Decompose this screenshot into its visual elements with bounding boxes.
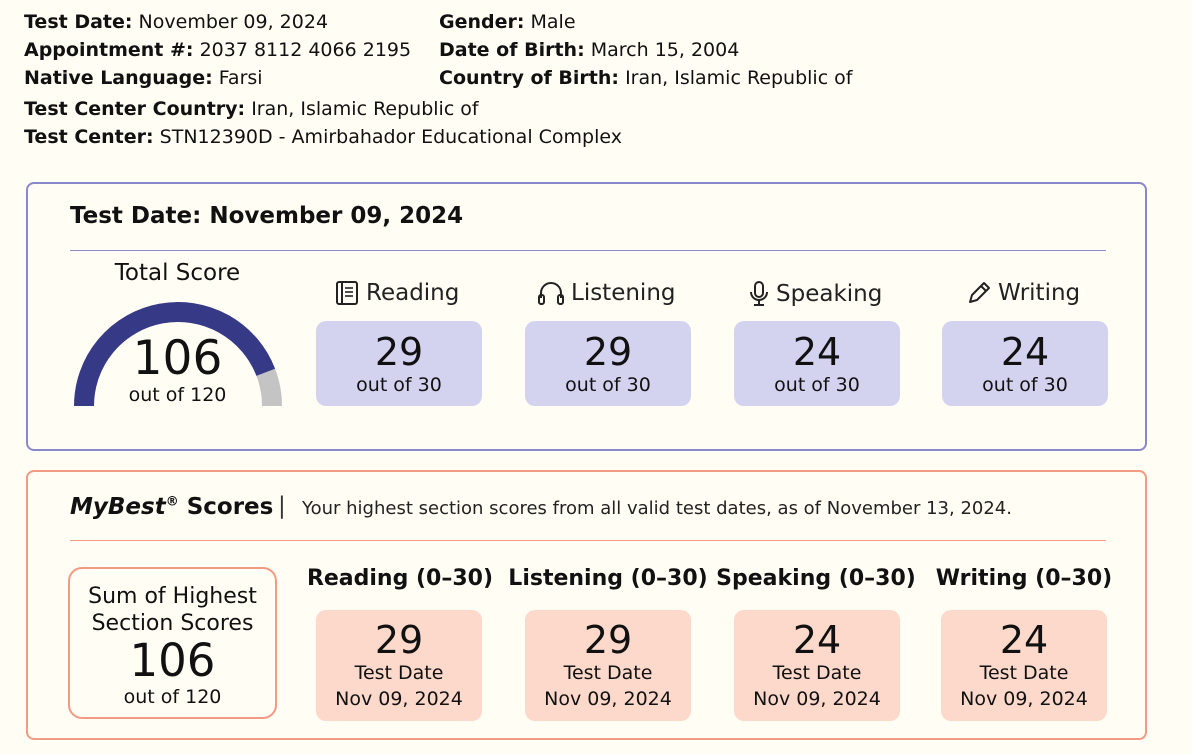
test-center-row: Test Center: STN12390D - Amirbahador Edu… bbox=[24, 123, 622, 151]
mybest-description: Your highest section scores from all val… bbox=[302, 498, 1012, 519]
mybest-listening-label: Listening (0–30) bbox=[508, 566, 708, 591]
sum-highest-label-line2: Section Scores bbox=[91, 611, 254, 636]
mybest-separator: | bbox=[278, 493, 286, 519]
mybest-writing-score: 24 bbox=[999, 618, 1049, 662]
test-center-label: Test Center: bbox=[24, 126, 154, 148]
candidate-info-right: Gender: Male Date of Birth: March 15, 20… bbox=[439, 8, 853, 92]
mybest-speaking-date: Nov 09, 2024 bbox=[753, 688, 881, 710]
gender-label: Gender: bbox=[439, 11, 525, 33]
mybest-reading-score: 29 bbox=[374, 618, 424, 662]
test-scores-divider bbox=[70, 250, 1106, 251]
test-scores-title: Test Date: November 09, 2024 bbox=[70, 203, 464, 229]
speaking-score-box: 24 out of 30 bbox=[734, 321, 900, 406]
mybest-panel: MyBest® Scores | Your highest section sc… bbox=[26, 470, 1147, 740]
test-center-country-row: Test Center Country: Iran, Islamic Repub… bbox=[24, 95, 622, 123]
listening-label: Listening bbox=[537, 280, 676, 306]
mybest-brand: MyBest bbox=[70, 494, 166, 520]
total-score-value: 106 bbox=[132, 331, 223, 386]
sum-highest-value: 106 bbox=[129, 634, 216, 687]
mybest-writing-date: Nov 09, 2024 bbox=[960, 688, 1088, 710]
reading-score-box: 29 out of 30 bbox=[316, 321, 482, 406]
book-icon bbox=[334, 280, 360, 306]
mybest-speaking-date-label: Test Date bbox=[772, 662, 862, 684]
gauge-fill bbox=[74, 302, 276, 407]
total-score-out-of: out of 120 bbox=[128, 384, 227, 406]
test-center-country-value: Iran, Islamic Republic of bbox=[251, 98, 479, 120]
mybest-listening-box: 29 Test Date Nov 09, 2024 bbox=[525, 610, 691, 721]
reading-label-text: Reading bbox=[366, 280, 460, 306]
headphones-icon bbox=[537, 280, 565, 306]
mybest-listening-date-label: Test Date bbox=[563, 662, 653, 684]
listening-score-box: 29 out of 30 bbox=[525, 321, 691, 406]
native-language-row: Native Language: Farsi bbox=[24, 64, 622, 92]
country-of-birth-row: Country of Birth: Iran, Islamic Republic… bbox=[439, 64, 853, 92]
mybest-writing-label: Writing (0–30) bbox=[935, 566, 1113, 591]
sum-highest-box: Sum of Highest Section Scores 106 out of… bbox=[68, 567, 277, 719]
dob-label: Date of Birth: bbox=[439, 39, 585, 61]
listening-score: 29 bbox=[583, 330, 633, 374]
writing-score: 24 bbox=[1000, 330, 1050, 374]
mybest-reading-date-label: Test Date bbox=[354, 662, 444, 684]
test-date-label: Test Date: bbox=[24, 11, 133, 33]
pencil-icon bbox=[966, 280, 992, 306]
gauge-track bbox=[256, 368, 282, 407]
speaking-score: 24 bbox=[792, 330, 842, 374]
total-score-gauge bbox=[74, 302, 282, 407]
reading-label: Reading bbox=[334, 280, 459, 306]
mybest-speaking-label: Speaking (0–30) bbox=[716, 566, 916, 591]
speaking-label: Speaking bbox=[748, 280, 882, 308]
mybest-registered-mark: ® bbox=[165, 494, 179, 510]
mybest-listening-date: Nov 09, 2024 bbox=[544, 688, 672, 710]
test-scores-panel: Test Date: November 09, 2024 Total Score… bbox=[26, 182, 1147, 451]
mybest-speaking-score: 24 bbox=[792, 618, 842, 662]
appointment-value: 2037 8112 4066 2195 bbox=[199, 39, 412, 61]
mybest-title: MyBest® Scores bbox=[70, 494, 273, 520]
writing-out-of: out of 30 bbox=[982, 374, 1068, 396]
gender-value: Male bbox=[530, 11, 576, 33]
appointment-row: Appointment #: 2037 8112 4066 2195 bbox=[24, 36, 622, 64]
dob-row: Date of Birth: March 15, 2004 bbox=[439, 36, 853, 64]
test-date-row: Test Date: November 09, 2024 bbox=[24, 8, 622, 36]
native-language-label: Native Language: bbox=[24, 67, 213, 89]
speaking-out-of: out of 30 bbox=[774, 374, 860, 396]
dob-value: March 15, 2004 bbox=[590, 39, 740, 61]
sum-highest-label: Sum of Highest Section Scores bbox=[70, 583, 275, 637]
microphone-icon bbox=[748, 280, 770, 308]
mybest-title-rest: Scores bbox=[178, 494, 274, 520]
test-date-value: November 09, 2024 bbox=[138, 11, 329, 33]
sum-highest-label-line1: Sum of Highest bbox=[88, 584, 257, 609]
mybest-reading-label: Reading (0–30) bbox=[306, 566, 494, 591]
mybest-divider bbox=[70, 540, 1106, 541]
mybest-reading-box: 29 Test Date Nov 09, 2024 bbox=[316, 610, 482, 721]
mybest-writing-date-label: Test Date bbox=[979, 662, 1069, 684]
reading-out-of: out of 30 bbox=[356, 374, 442, 396]
writing-label: Writing bbox=[966, 280, 1080, 306]
sum-highest-out-of: out of 120 bbox=[123, 686, 222, 708]
test-center-value: STN12390D - Amirbahador Educational Comp… bbox=[159, 126, 622, 148]
mybest-listening-score: 29 bbox=[583, 618, 633, 662]
writing-label-text: Writing bbox=[998, 280, 1081, 306]
appointment-label: Appointment #: bbox=[24, 39, 194, 61]
test-center-country-label: Test Center Country: bbox=[24, 98, 246, 120]
mybest-speaking-box: 24 Test Date Nov 09, 2024 bbox=[734, 610, 900, 721]
native-language-value: Farsi bbox=[218, 67, 263, 89]
candidate-info-left: Test Date: November 09, 2024 Appointment… bbox=[24, 8, 622, 151]
mybest-writing-box: 24 Test Date Nov 09, 2024 bbox=[941, 610, 1107, 721]
reading-score: 29 bbox=[374, 330, 424, 374]
writing-score-box: 24 out of 30 bbox=[942, 321, 1108, 406]
country-of-birth-value: Iran, Islamic Republic of bbox=[625, 67, 853, 89]
country-of-birth-label: Country of Birth: bbox=[439, 67, 620, 89]
mybest-reading-date: Nov 09, 2024 bbox=[335, 688, 463, 710]
speaking-label-text: Speaking bbox=[776, 281, 883, 307]
gender-row: Gender: Male bbox=[439, 8, 853, 36]
listening-out-of: out of 30 bbox=[565, 374, 651, 396]
total-score-label: Total Score bbox=[114, 260, 241, 286]
listening-label-text: Listening bbox=[571, 280, 676, 306]
